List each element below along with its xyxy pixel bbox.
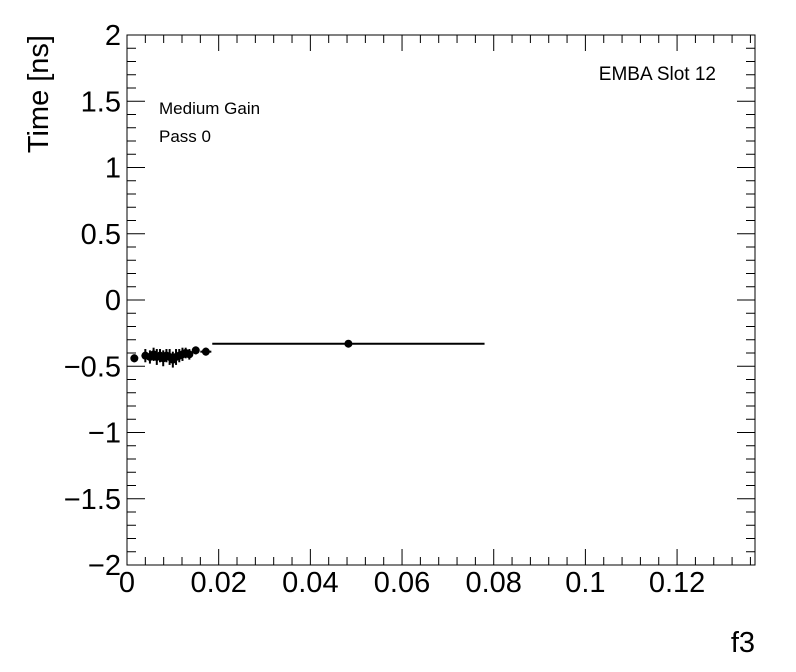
- y-tick-label: −1: [88, 418, 121, 450]
- point-marker: [191, 346, 200, 355]
- y-tick-label: −0.5: [64, 351, 121, 383]
- data-point: [212, 339, 485, 348]
- x-tick-label: 0.02: [190, 567, 246, 599]
- x-tick-labels: 0 0.02 0.04 0.06 0.08 0.1 0.12: [119, 567, 705, 599]
- y-tick-label: −2: [88, 550, 121, 582]
- data-point: [130, 354, 139, 363]
- y-tick-label: 1: [105, 153, 121, 185]
- x-tick-label: 0.12: [649, 567, 705, 599]
- y-axis-label: Time [ns]: [23, 35, 55, 153]
- data-point: [191, 346, 200, 355]
- y-tick-label: −1.5: [64, 484, 121, 516]
- y-tick-label: 1.5: [81, 86, 121, 118]
- x-axis-label: f3: [731, 627, 755, 659]
- x-tick-label: 0.08: [465, 567, 521, 599]
- point-marker: [185, 350, 194, 359]
- y-tick-label: 0.5: [81, 219, 121, 251]
- point-marker: [201, 347, 210, 356]
- y-tick-labels: −2 −1.5 −1 −0.5 0 0.5 1 1.5 2: [64, 20, 121, 582]
- data-point: [200, 347, 212, 356]
- gain-annotation: Medium Gain: [159, 99, 260, 118]
- x-tick-label: 0.1: [565, 567, 605, 599]
- axis-ticks: [126, 34, 755, 566]
- x-tick-label: 0.04: [282, 567, 338, 599]
- data-point: [185, 349, 194, 360]
- point-marker: [130, 354, 139, 363]
- y-tick-label: 0: [105, 285, 121, 317]
- data-points: [130, 339, 485, 368]
- pass-annotation: Pass 0: [159, 127, 211, 146]
- point-marker: [344, 339, 353, 348]
- x-tick-label: 0.06: [374, 567, 430, 599]
- slot-annotation: EMBA Slot 12: [599, 64, 716, 85]
- y-tick-label: 2: [105, 20, 121, 52]
- x-tick-label: 0: [119, 567, 135, 599]
